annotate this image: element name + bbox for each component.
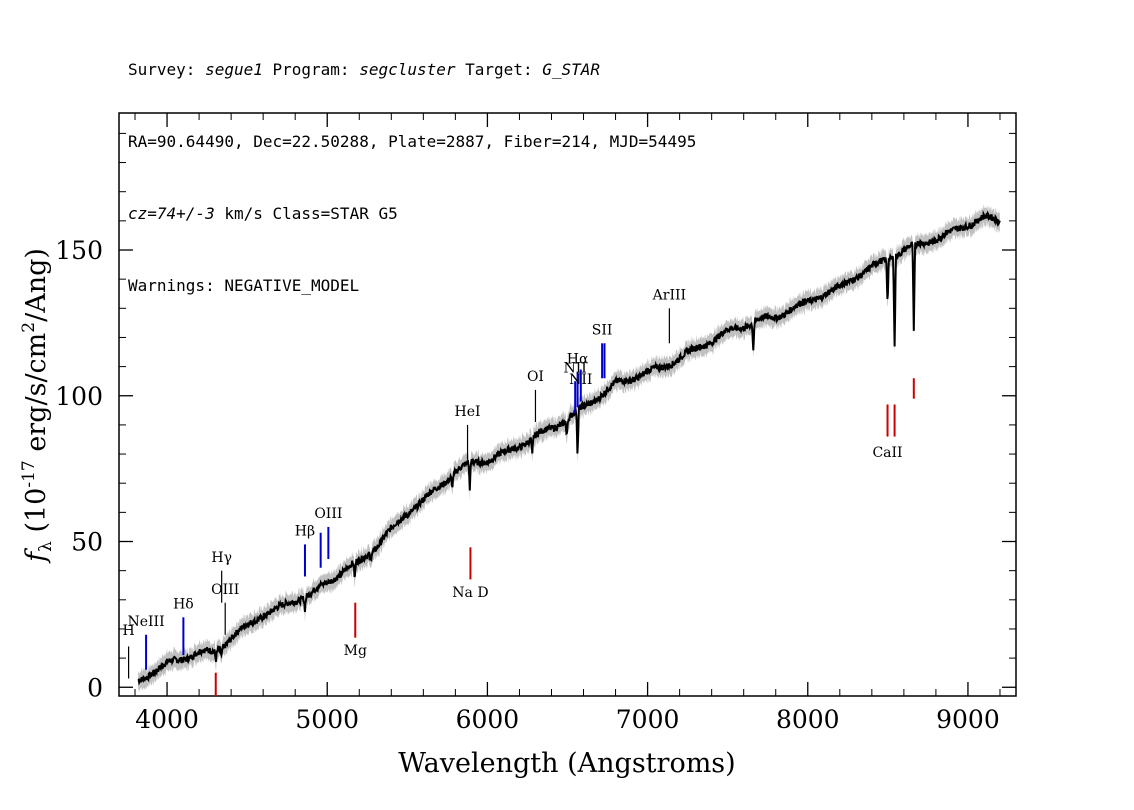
program-value: segcluster (359, 60, 456, 79)
spectrum-header: Survey: segue1 Program: segcluster Targe… (128, 10, 696, 322)
header-line-4: Warnings: NEGATIVE_MODEL (128, 276, 360, 295)
line-marker-label-17: Mg (344, 643, 367, 659)
line-marker-label-12: NII (569, 372, 592, 388)
header-line-1: Survey: segue1 Program: segcluster Targe… (128, 58, 696, 82)
line-marker-label-0: H (123, 623, 135, 639)
x-tick-label: 7000 (616, 705, 680, 734)
plot-border (118, 112, 1017, 697)
line-marker-label-2: Hδ (173, 597, 194, 613)
y-tick-label: 150 (55, 236, 103, 265)
x-tick-label: 9000 (936, 705, 1000, 734)
survey-label: Survey: (128, 60, 206, 79)
survey-value: segue1 (205, 60, 263, 79)
line-marker-label-11: Hα (567, 352, 589, 368)
line-markers: HNeIIIHδHγOIIIHβOIIIHeIOINIIHαNIISIIArII… (123, 288, 915, 696)
program-label: Program: (262, 60, 360, 79)
y-tick-label: 0 (87, 673, 103, 702)
x-tick-label: 5000 (295, 705, 359, 734)
header-line-2: RA=90.64490, Dec=22.50288, Plate=2887, F… (128, 132, 697, 151)
header-line-3: cz=74+/-3 km/s Class=STAR G5 (128, 202, 696, 226)
axis-ticks: 4000 5000 6000 7000 8000 9000 0 50 100 150 (55, 113, 1016, 734)
x-tick-label: 6000 (456, 705, 520, 734)
y-axis-label: fλ (10-17 erg/s/cm2/Ang) (19, 248, 56, 564)
y-axis-label-text: fλ (10-17 erg/s/cm2/Ang) (19, 248, 56, 564)
x-axis-label: Wavelength (Angstroms) (398, 748, 735, 779)
line-marker-label-1: NeIII (127, 614, 164, 630)
target-label: Target: (455, 60, 543, 79)
y-tick-label: 100 (55, 382, 103, 411)
line-marker-label-9: OI (527, 369, 544, 385)
line-marker-label-13: SII (592, 323, 613, 339)
line-marker-label-8: HeI (455, 404, 481, 420)
error-band (138, 204, 1000, 693)
x-tick-label: 8000 (776, 705, 840, 734)
plot-frame (118, 112, 1017, 697)
redshift-value: cz=74+/-3 (128, 204, 215, 223)
y-tick-label: 50 (71, 528, 103, 557)
flux-line (137, 210, 1001, 686)
line-marker-label-18: Na D (452, 585, 488, 601)
line-marker-label-3: Hγ (211, 550, 232, 566)
class-text: km/s Class=STAR G5 (214, 204, 398, 223)
flux-series-line (137, 210, 1001, 686)
line-marker-label-4: OIII (211, 582, 239, 598)
target-value: G_STAR (542, 60, 601, 79)
x-tick-label: 4000 (135, 705, 199, 734)
error-band-area (138, 204, 1000, 693)
line-marker-label-15: ArIII (652, 288, 686, 304)
line-marker-label-5: Hβ (295, 524, 315, 540)
line-marker-label-7: OIII (314, 506, 342, 522)
line-marker-label-19: CaII (872, 445, 902, 461)
